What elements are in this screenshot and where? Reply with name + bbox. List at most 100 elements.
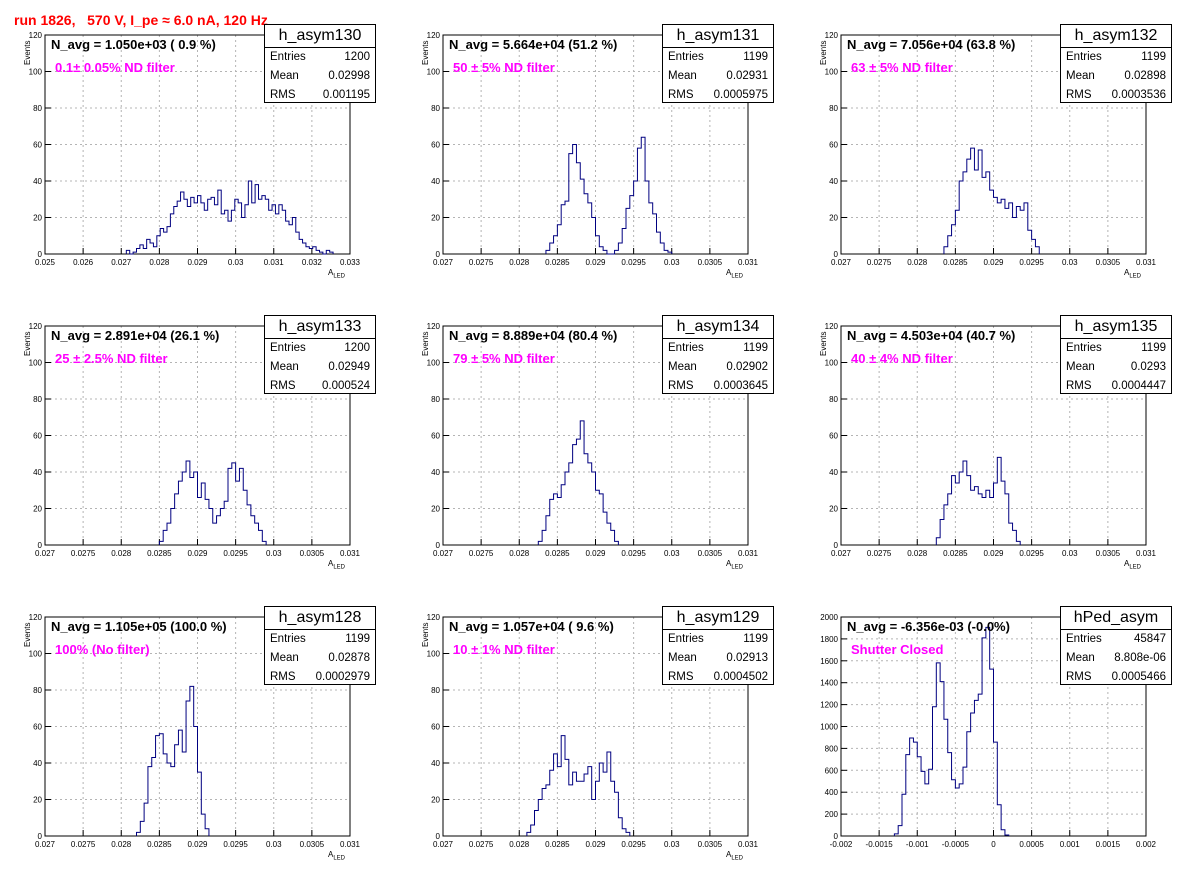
x-tick-label: 0.027: [831, 258, 852, 267]
y-tick-label: 80: [431, 686, 440, 695]
stats-value-entries: 1199: [743, 51, 768, 63]
stats-label-mean: Mean: [668, 361, 697, 373]
y-tick-label: 20: [431, 796, 440, 805]
histogram-bin: [242, 218, 245, 255]
stats-label-rms: RMS: [668, 380, 694, 392]
histogram-bin: [286, 221, 289, 254]
histogram-bin: [299, 239, 302, 254]
histogram-bin: [618, 243, 622, 254]
stats-value-mean: 0.02949: [328, 361, 370, 373]
histogram-bin: [963, 767, 967, 836]
x-tick-label: 0.03: [266, 840, 282, 849]
histogram-bin: [538, 541, 542, 545]
stats-value-rms: 0.0002979: [315, 671, 370, 683]
histogram-bin: [978, 150, 982, 254]
y-tick-label: 80: [33, 686, 42, 695]
y-tick-label: 1400: [820, 679, 838, 688]
histogram-bin: [221, 214, 224, 254]
histogram-bin: [948, 236, 952, 254]
x-tick-label: 0.0275: [469, 258, 494, 267]
x-tick-label: 0.0295: [621, 258, 646, 267]
y-tick-label: 0: [436, 250, 441, 259]
x-axis-label: ALED: [726, 559, 743, 571]
histogram-bin: [603, 512, 607, 545]
histogram-bin: [232, 463, 236, 545]
y-tick-label: 20: [431, 214, 440, 223]
histogram-bin: [265, 199, 268, 254]
histogram-bin: [198, 196, 201, 254]
x-tick-label: 0.0275: [71, 549, 96, 558]
histogram-series: [136, 685, 210, 836]
x-tick-label: 0.029: [187, 258, 208, 267]
stats-value-entries: 1199: [743, 633, 768, 645]
histogram-bin: [251, 516, 255, 545]
histogram-bin: [178, 730, 182, 836]
histogram-bin: [955, 210, 959, 254]
histogram-bin: [152, 758, 156, 836]
x-tick-label: 0.031: [738, 840, 759, 849]
x-tick-label: 0.0275: [469, 549, 494, 558]
stats-box: h_asym134 Entries 1199 Mean 0.02902 RMS 0.0003…: [662, 315, 774, 394]
histogram-bin: [1005, 494, 1009, 545]
x-tick-label: 0.03: [1062, 549, 1078, 558]
x-axis-label-sub: LED: [1129, 564, 1142, 571]
y-tick-label: 80: [33, 104, 42, 113]
histogram-bin: [913, 742, 917, 836]
x-tick-label: 0.0275: [469, 840, 494, 849]
histogram-bin: [220, 509, 224, 546]
y-tick-label: 120: [427, 31, 441, 40]
x-axis-label-main: A: [328, 850, 334, 859]
histogram-bin: [933, 707, 937, 836]
y-tick-label: 20: [829, 505, 838, 514]
histogram-bin: [557, 498, 561, 545]
histogram-panel-h_asym130: 0.025 0.026 0.027 0.028 0.029 0.03 0.031 0.032 0…: [0, 0, 398, 290]
x-axis-label: ALED: [328, 850, 345, 862]
filter-label: 25 ± 2.5% ND filter: [55, 351, 168, 366]
histogram-bin: [982, 498, 986, 545]
histogram-bin: [306, 247, 309, 254]
histogram-bin: [208, 199, 211, 254]
x-axis-label-main: A: [726, 850, 732, 859]
histogram-bin: [546, 785, 550, 836]
histogram-bin: [187, 207, 190, 254]
histogram-panel-h_asym131: 0.027 0.0275 0.028 0.0285 0.029 0.0295 0.03 0.0…: [398, 0, 796, 290]
histogram-bin: [1028, 230, 1032, 254]
stats-label-mean: Mean: [1066, 70, 1095, 82]
y-tick-label: 60: [431, 723, 440, 732]
stats-row-rms: RMS 0.0003645: [663, 377, 773, 396]
histogram-bin: [546, 250, 550, 254]
histogram-bin: [948, 753, 952, 836]
histogram-bin: [584, 194, 588, 254]
histogram-bin: [211, 197, 214, 254]
histogram-bin: [982, 177, 986, 254]
x-tick-label: 0.027: [433, 549, 454, 558]
stats-row-mean: Mean 8.808e-06: [1061, 649, 1171, 668]
filter-label: 40 ± 4% ND filter: [851, 351, 953, 366]
y-tick-label: 60: [431, 432, 440, 441]
y-axis-label: Events: [23, 40, 32, 65]
histogram-bin: [1016, 207, 1020, 254]
stats-row-entries: Entries 1199: [1061, 48, 1171, 67]
histogram-name: h_asym135: [1061, 316, 1171, 339]
stats-box: h_asym128 Entries 1199 Mean 0.02878 RMS 0.0002…: [264, 606, 376, 685]
x-tick-label: 0.027: [433, 840, 454, 849]
histogram-plot: 0.027 0.0275 0.028 0.0285 0.029 0.0295 0.03 0.0…: [427, 613, 759, 849]
histogram-bin: [252, 203, 255, 254]
x-tick-label: -0.0015: [866, 840, 894, 849]
x-tick-label: 0: [991, 840, 996, 849]
x-tick-label: -0.001: [906, 840, 929, 849]
y-axis-label: Events: [23, 331, 32, 356]
histogram-bin: [592, 218, 596, 255]
y-tick-label: 40: [33, 468, 42, 477]
histogram-bin: [153, 247, 156, 254]
stats-label-mean: Mean: [270, 652, 299, 664]
histogram-bin: [982, 638, 986, 836]
histogram-bin: [186, 461, 190, 545]
x-tick-label: 0.027: [111, 258, 132, 267]
histogram-bin: [238, 203, 241, 254]
navg-label: N_avg = 2.891e+04 (26.1 %): [51, 328, 220, 343]
histogram-bin: [1005, 208, 1009, 254]
histogram-bin: [191, 197, 194, 254]
stats-label-mean: Mean: [1066, 652, 1095, 664]
y-tick-label: 120: [29, 31, 43, 40]
